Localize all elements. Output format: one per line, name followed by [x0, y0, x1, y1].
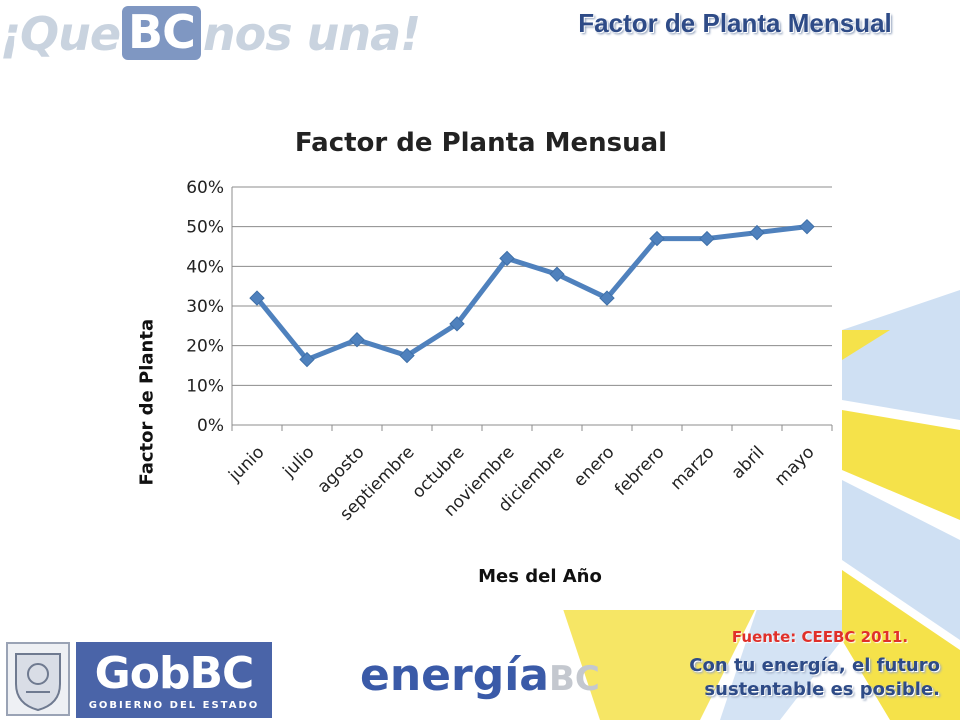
x-tick-label: enero — [570, 442, 619, 491]
data-point-marker — [499, 250, 515, 267]
y-tick-label: 0% — [197, 416, 224, 436]
x-axis-label: Mes del Año — [478, 566, 602, 587]
gobbc-name: GobBC — [94, 648, 255, 699]
data-point-marker — [449, 316, 465, 332]
y-tick-label: 20% — [186, 337, 224, 357]
y-tick-label: 40% — [186, 257, 224, 277]
energia-bc-logo: energíaBC — [360, 650, 600, 701]
data-point-marker — [299, 351, 315, 368]
series-line — [255, 224, 808, 363]
slogan-text-pre: ¡Que — [0, 7, 121, 61]
data-point-marker — [799, 218, 815, 235]
y-tick-label: 60% — [186, 178, 224, 198]
data-point-marker — [549, 266, 565, 282]
x-tick-label: marzo — [667, 442, 719, 494]
data-point-marker — [699, 230, 715, 247]
y-tick-label: 30% — [186, 297, 224, 317]
x-tick-label: abril — [728, 442, 769, 483]
data-point-marker — [599, 290, 615, 306]
data-point-marker — [749, 224, 765, 241]
x-tick-label: febrero — [611, 442, 669, 500]
gobbc-logo: GobBC GOBIERNO DEL ESTADO — [0, 638, 272, 720]
y-tick-label: 10% — [186, 376, 224, 396]
line-chart: 0%10%20%30%40%50%60%junio julioagostosept… — [186, 178, 833, 525]
tagline-line-1: Con tu energía, el futuro — [689, 655, 940, 676]
slogan-text-post: nos una! — [202, 7, 421, 61]
slide-title: Factor de Planta Mensual — [578, 8, 892, 38]
chart-container: 0% 10% 20% 30% 40% 50% 60% junio julio agosto sept… — [120, 110, 842, 610]
y-tick-label: 50% — [186, 218, 224, 238]
energia-logo-text: energía — [360, 650, 549, 701]
slogan-logo: ¡Que BC nos una! — [0, 4, 440, 64]
chart-title: Factor de Planta Mensual — [294, 128, 668, 158]
slogan-bc-badge: BC — [122, 6, 201, 60]
tagline: Con tu energía, el futuro sustentable es… — [640, 654, 940, 702]
x-tick-label: mayo — [771, 442, 819, 490]
data-point-marker — [349, 332, 365, 348]
y-axis-label: Factor de Planta — [136, 318, 158, 486]
data-point-marker — [399, 347, 415, 364]
energia-logo-bc: BC — [548, 659, 600, 699]
state-shield-icon — [6, 642, 70, 716]
gobbc-subtitle: GOBIERNO DEL ESTADO — [88, 700, 260, 711]
gobbc-panel: GobBC GOBIERNO DEL ESTADO — [76, 642, 272, 718]
data-point-marker — [249, 290, 265, 306]
x-tick-label: junio — [224, 442, 268, 486]
tagline-line-2: sustentable es posible. — [704, 679, 940, 700]
x-tick-label: julio — [279, 442, 319, 482]
source-note: Fuente: CEEBC 2011. — [731, 628, 909, 646]
data-point-marker — [649, 230, 665, 247]
